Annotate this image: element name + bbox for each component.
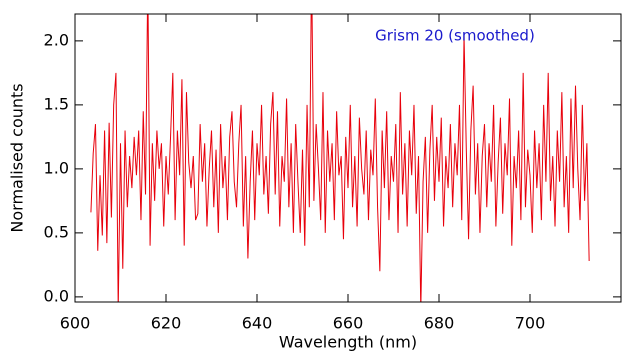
annotation: Grism 20 (smoothed) xyxy=(375,27,535,45)
y-tick-label: 1.0 xyxy=(44,158,69,177)
y-tick-label: 1.5 xyxy=(44,94,69,113)
x-tick-label: 680 xyxy=(424,314,455,333)
x-tick-label: 700 xyxy=(515,314,546,333)
x-axis-label: Wavelength (nm) xyxy=(279,333,417,352)
x-tick-label: 600 xyxy=(60,314,91,333)
x-tick-label: 620 xyxy=(151,314,182,333)
y-axis-label: Normalised counts xyxy=(8,83,27,232)
x-tick-label: 640 xyxy=(242,314,273,333)
x-tick-label: 660 xyxy=(333,314,364,333)
y-tick-label: 2.0 xyxy=(44,30,69,49)
plot-area xyxy=(90,14,590,302)
y-tick-label: 0.5 xyxy=(44,222,69,241)
y-tick-label: 0.0 xyxy=(44,286,69,305)
spectrum-line xyxy=(90,14,590,302)
